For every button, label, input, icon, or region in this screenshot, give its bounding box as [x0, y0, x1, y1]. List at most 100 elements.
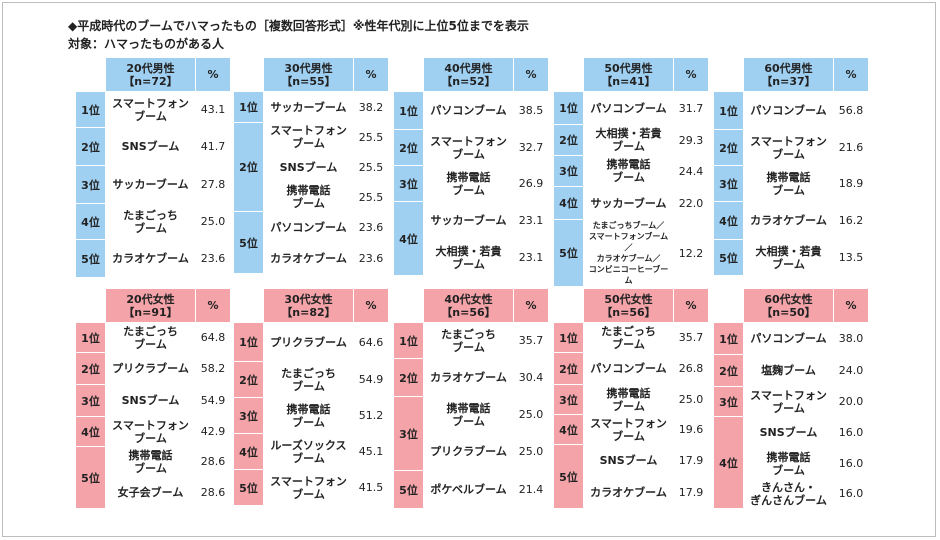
percent-header: %	[513, 57, 549, 92]
table-row: 3位 携帯電話 ブーム 25.0	[393, 396, 549, 471]
value-cell: 16.0	[833, 416, 869, 449]
table-row: 3位 SNSブーム 54.9	[75, 384, 231, 417]
table-row: 2位 たまごっち ブーム 54.9	[233, 361, 389, 398]
item-cell: 塩麹ブーム	[743, 354, 834, 387]
group-label: 30代男性	[284, 61, 333, 75]
value-cell: 25.0	[673, 384, 709, 415]
table-row: 1位 たまごっち ブーム 64.8	[75, 322, 231, 353]
table-row: 3位 サッカーブーム 27.8	[75, 165, 231, 204]
value-cell: 51.2	[353, 397, 389, 434]
table-row: 2位 プリクラブーム 58.2	[75, 352, 231, 385]
value-cell: 20.0	[833, 386, 869, 417]
ranking-table: 20代男性 【n=72】% 1位 スマートフォン ブーム 43.1 2位 SNSブーム 41.…	[75, 57, 231, 278]
table-row: 4位 たまごっち ブーム 25.0	[75, 203, 231, 240]
rank-cell: 4位	[233, 433, 264, 470]
item-cell: パソコンブーム	[583, 91, 674, 125]
rank-cell: 1位	[233, 322, 264, 362]
table-row: 4位 SNSブーム 16.0	[713, 416, 869, 509]
item-cell: パソコンブーム	[743, 322, 834, 355]
item-cell: スマートフォン ブーム	[743, 386, 834, 417]
item-cell: プリクラブーム	[423, 432, 514, 471]
value-cell: 12.2	[673, 219, 709, 287]
rank-cell: 2位	[233, 122, 264, 212]
rank-cell: 4位	[713, 201, 744, 240]
ranking-table: 30代女性 【n=82】% 1位 プリクラブーム 64.6 2位 たまごっち ブーム 54.9…	[233, 288, 389, 506]
item-cell: たまごっち ブーム	[105, 203, 196, 240]
item-cell: 携帯電話 ブーム	[263, 397, 354, 434]
header-corner	[713, 288, 744, 323]
rank-cell: 2位	[713, 129, 744, 166]
table-row: 5位 ポケベルブーム 21.4	[393, 470, 549, 509]
group-header: 40代男性 【n=52】	[423, 57, 514, 92]
table-row: 4位 サッカーブーム 23.1	[393, 201, 549, 276]
ranking-panel-7: 30代女性 【n=82】% 1位 プリクラブーム 64.6 2位 たまごっち ブーム 54.9…	[233, 288, 389, 506]
figure-title: ◆平成時代のブームでハマったもの［複数回答形式］※性年代別に上位5位までを表示	[68, 19, 529, 33]
value-cell: 26.8	[673, 352, 709, 385]
ranking-panel-5: 60代男性 【n=37】% 1位 パソコンブーム 56.8 2位 スマートフォン ブーム 21…	[713, 57, 869, 276]
table-row: 2位 パソコンブーム 26.8	[553, 352, 709, 385]
item-cell: 携帯電話 ブーム	[583, 384, 674, 415]
rank-cell: 1位	[553, 322, 584, 353]
value-cell: 25.5	[353, 122, 389, 152]
table-row: 1位 パソコンブーム 31.7	[553, 91, 709, 125]
rank-cell: 1位	[713, 91, 744, 130]
value-cell: 25.0	[513, 396, 549, 433]
percent-header: %	[353, 57, 389, 92]
table-row: 携帯電話 ブーム 16.0	[714, 448, 869, 479]
table-row: 1位 たまごっち ブーム 35.7	[393, 322, 549, 359]
sample-size: 【n=56】	[441, 305, 496, 319]
rank-cell: 3位	[393, 165, 424, 202]
header-corner	[233, 57, 264, 92]
value-cell: 31.7	[673, 91, 709, 125]
item-cell: カラオケブーム	[263, 242, 354, 274]
item-cell: パソコンブーム	[743, 91, 834, 130]
value-cell: 23.6	[195, 239, 231, 278]
table-row: 1位 パソコンブーム 38.5	[393, 91, 549, 130]
percent-header: %	[833, 57, 869, 92]
item-cell: パソコンブーム	[583, 352, 674, 385]
item-cell: 携帯電話 ブーム	[743, 165, 834, 202]
group-header: 30代女性 【n=82】	[263, 288, 354, 323]
value-cell: 21.4	[513, 470, 549, 509]
value-cell: 64.8	[195, 322, 231, 353]
item-cell: スマートフォン ブーム	[263, 469, 354, 506]
group-label: 20代女性	[126, 292, 175, 306]
rank-cell: 5位	[75, 239, 106, 278]
rank-cell: 5位	[393, 470, 424, 509]
rank-cell: 4位	[393, 201, 424, 276]
item-cell: たまごっち ブーム	[263, 361, 354, 398]
value-cell: 23.6	[353, 211, 389, 243]
value-cell: 24.0	[833, 354, 869, 387]
value-cell: 16.0	[833, 478, 869, 509]
group-label: 60代男性	[764, 61, 813, 75]
table-row: 5位 スマートフォン ブーム 41.5	[233, 469, 389, 506]
ranking-panel-2: 30代男性 【n=55】% 1位 サッカーブーム 38.2 2位 スマートフォン ブーム 25…	[233, 57, 389, 274]
table-header-row: 30代男性 【n=55】%	[233, 57, 389, 92]
table-row: 5位 SNSブーム 17.9	[553, 444, 709, 509]
value-cell: 19.6	[673, 414, 709, 445]
table-row: 5位 携帯電話 ブーム 28.6	[75, 446, 231, 509]
item-cell: たまごっち ブーム	[583, 322, 674, 353]
table-row: きんさん・ ぎんさんブーム 16.0	[714, 478, 869, 509]
value-cell: 28.6	[195, 446, 231, 477]
group-header: 60代男性 【n=37】	[743, 57, 834, 92]
rank-cell: 1位	[393, 91, 424, 130]
rank-cell: 5位	[553, 444, 584, 509]
value-cell: 58.2	[195, 352, 231, 385]
table-row: 3位 携帯電話 ブーム 24.4	[553, 155, 709, 187]
rank-cell: 2位	[75, 127, 106, 166]
group-header: 50代男性 【n=41】	[583, 57, 674, 92]
item-cell: スマートフォン ブーム	[105, 91, 196, 128]
rank-cell: 1位	[75, 322, 106, 353]
item-cell: スマートフォン ブーム	[583, 414, 674, 445]
table-row: カラオケブーム 23.6	[234, 242, 389, 274]
item-cell: 大相撲・若貴 ブーム	[743, 239, 834, 276]
table-row: 3位 携帯電話 ブーム 51.2	[233, 397, 389, 434]
item-cell: カラオケブーム	[423, 358, 514, 397]
value-cell: 23.1	[513, 239, 549, 276]
sample-size: 【n=82】	[281, 305, 336, 319]
item-cell: きんさん・ ぎんさんブーム	[743, 478, 834, 509]
figure-subtitle: 対象：ハマったものがある人	[68, 37, 225, 51]
value-cell: 38.5	[513, 91, 549, 130]
